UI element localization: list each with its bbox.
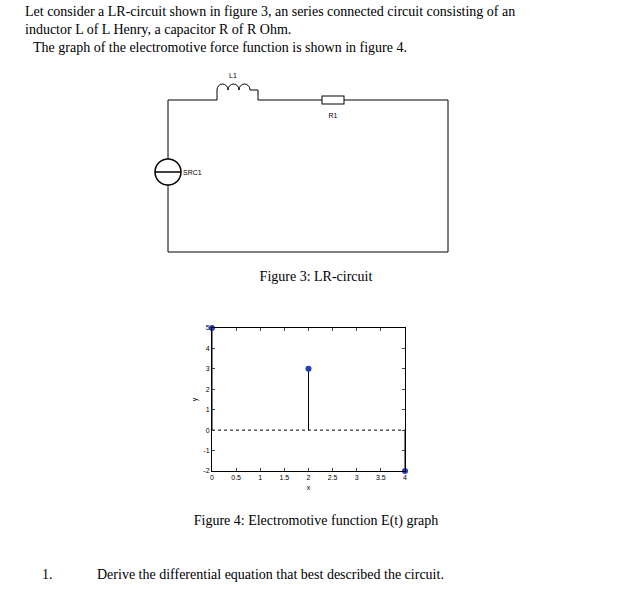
svg-text:3: 3: [355, 474, 359, 481]
svg-text:3.5: 3.5: [376, 474, 386, 481]
svg-text:1.5: 1.5: [280, 474, 290, 481]
svg-text:x: x: [307, 484, 311, 491]
svg-text:0: 0: [206, 427, 210, 434]
html-text:Let consider a LR-circuit show: Let consider a LR-circuit shown in figur…: [25, 4, 516, 19]
svg-text:3: 3: [206, 365, 210, 372]
html-text:inductor L of L Henry, a capac: inductor L of L Henry, a capacitor R of …: [25, 22, 292, 37]
svg-text:R1: R1: [329, 112, 338, 119]
svg-text:2: 2: [206, 386, 210, 393]
svg-text:-1: -1: [203, 447, 209, 454]
html-text:Figure 3: LR-circuit: Figure 3: LR-circuit: [259, 269, 373, 284]
svg-text:4: 4: [206, 345, 210, 352]
svg-text:1: 1: [206, 406, 210, 413]
svg-text:5: 5: [206, 324, 210, 331]
svg-text:L1: L1: [229, 72, 237, 79]
svg-text:2.5: 2.5: [328, 474, 338, 481]
svg-text:-2: -2: [203, 467, 209, 474]
svg-text:SRC1: SRC1: [183, 169, 202, 176]
svg-text:0.5: 0.5: [231, 474, 241, 481]
svg-text:0: 0: [210, 474, 214, 481]
svg-text:2: 2: [307, 474, 311, 481]
html-text:1.: 1.: [42, 567, 53, 582]
svg-text:y: y: [191, 397, 199, 401]
html-text:The graph of the electromotive: The graph of the electromotive force fun…: [33, 40, 407, 55]
html-text:Derive the differential equati: Derive the differential equation that be…: [97, 567, 444, 582]
svg-text:1: 1: [258, 474, 262, 481]
svg-text:4: 4: [403, 474, 407, 481]
html-text:Figure 4: Electromotive functi: Figure 4: Electromotive function E(t) gr…: [193, 513, 439, 528]
